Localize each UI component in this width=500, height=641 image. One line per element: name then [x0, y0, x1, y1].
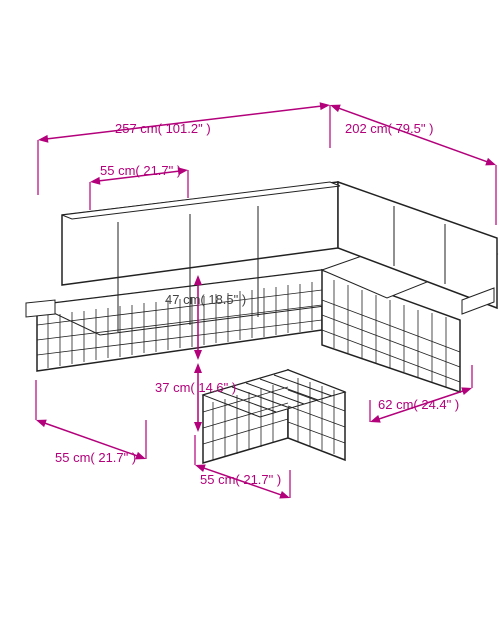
dim-table-w: 55 cm( 21.7" ) — [200, 472, 281, 487]
dim-seat-width: 55 cm( 21.7" ) — [100, 163, 181, 178]
dim-top-width: 257 cm( 101.2" ) — [115, 121, 211, 136]
diagram-svg — [0, 0, 500, 641]
dim-table-height: 37 cm( 14.6" ) — [155, 380, 236, 395]
diagram-canvas: 257 cm( 101.2" ) 202 cm( 79.5" ) 55 cm( … — [0, 0, 500, 641]
dim-top-depth: 202 cm( 79.5" ) — [345, 121, 433, 136]
dim-back-height: 47 cm( 18.5" ) — [165, 292, 246, 307]
dim-side-width: 55 cm( 21.7" ) — [55, 450, 136, 465]
sofa-outline — [26, 182, 497, 392]
dim-side-depth: 62 cm( 24.4" ) — [378, 397, 459, 412]
